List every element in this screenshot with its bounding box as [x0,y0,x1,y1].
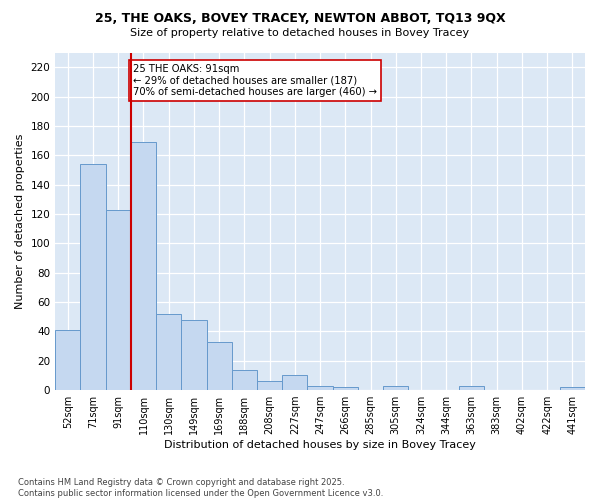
X-axis label: Distribution of detached houses by size in Bovey Tracey: Distribution of detached houses by size … [164,440,476,450]
Bar [383,386,409,390]
Text: Contains HM Land Registry data © Crown copyright and database right 2025.
Contai: Contains HM Land Registry data © Crown c… [18,478,383,498]
Bar [459,386,484,390]
Bar [282,376,307,390]
Bar [80,164,106,390]
Text: 25 THE OAKS: 91sqm
← 29% of detached houses are smaller (187)
70% of semi-detach: 25 THE OAKS: 91sqm ← 29% of detached hou… [133,64,377,98]
Bar [106,210,131,390]
Bar [181,320,206,390]
Bar [332,387,358,390]
Bar [131,142,156,390]
Bar [257,382,282,390]
Bar [55,330,80,390]
Text: 25, THE OAKS, BOVEY TRACEY, NEWTON ABBOT, TQ13 9QX: 25, THE OAKS, BOVEY TRACEY, NEWTON ABBOT… [95,12,505,26]
Bar [206,342,232,390]
Bar [232,370,257,390]
Text: Size of property relative to detached houses in Bovey Tracey: Size of property relative to detached ho… [130,28,470,38]
Bar [560,387,585,390]
Bar [156,314,181,390]
Y-axis label: Number of detached properties: Number of detached properties [15,134,25,309]
Bar [307,386,332,390]
